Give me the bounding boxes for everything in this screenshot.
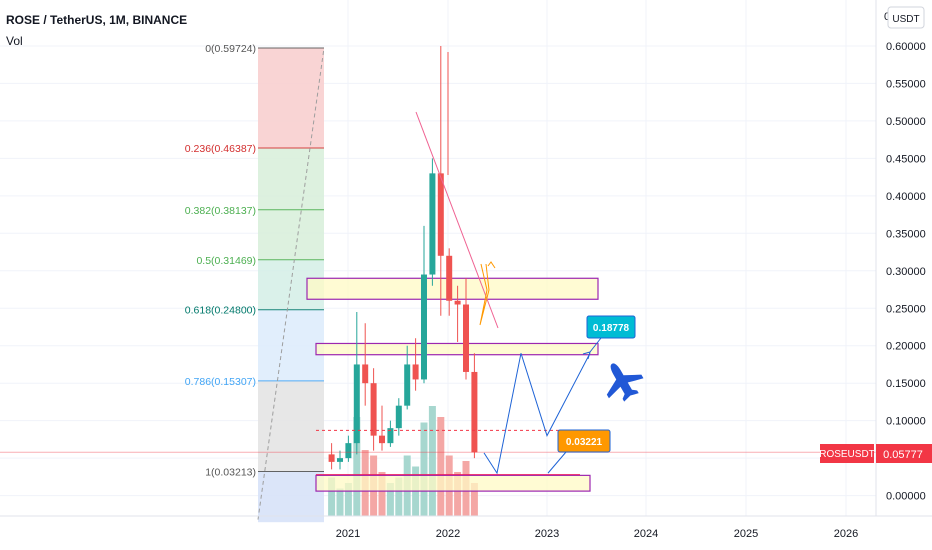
price-tick-label: 0.15000	[886, 378, 926, 390]
fib-level-label: 0.618(0.24800)	[185, 305, 256, 317]
candle-body	[437, 173, 444, 256]
candle-body	[429, 173, 436, 275]
candle-body	[412, 364, 419, 380]
candle-body	[387, 428, 394, 444]
candle-body	[345, 443, 352, 459]
candle-body	[328, 454, 335, 462]
fib-level-label: 1(0.03213)	[205, 467, 256, 479]
low-price-label: 0.03221	[566, 437, 603, 448]
price-tick-label: 0.60000	[886, 41, 926, 53]
symbol-price-badge[interactable]: ROSEUSDT 0.05777	[819, 444, 932, 463]
candlestick-series	[328, 45, 478, 470]
price-tick-label: 0.50000	[886, 116, 926, 128]
target-callout-pointer	[589, 337, 602, 353]
volume-bar	[378, 472, 386, 516]
volume-bars	[328, 406, 478, 516]
price-tick-label: 0.10000	[886, 416, 926, 428]
candle-body	[463, 304, 469, 372]
price-tick-label: 0.35000	[886, 228, 926, 240]
fib-band	[258, 380, 324, 472]
price-tick-label: 0.25000	[886, 303, 926, 315]
fib-level-label: 0.236(0.46387)	[185, 143, 256, 155]
candle-body	[421, 274, 427, 380]
time-tick-label: 2021	[336, 528, 360, 540]
projection-path	[483, 352, 591, 475]
volume-bar	[336, 488, 344, 516]
time-tick-label: 2023	[535, 528, 559, 540]
time-tick-label: 2025	[734, 528, 758, 540]
volume-bar	[437, 417, 445, 516]
time-scale[interactable]: 2021 2022 2023 2024 2025 2026	[0, 515, 932, 540]
symbol-badge-label: ROSEUSDT	[819, 449, 875, 460]
price-tick-label: 0.00000	[886, 491, 926, 503]
candle-body	[362, 364, 369, 384]
fibonacci-retracement[interactable]: 0(0.59724) 0.236(0.46387) 0.382(0.38137) 0.…	[185, 43, 325, 523]
support-resistance-zones[interactable]	[306, 277, 599, 492]
candle-body	[404, 364, 411, 406]
fib-band	[258, 471, 324, 523]
volume-bar	[428, 406, 436, 516]
price-scale[interactable]: 0.60000 0.55000 0.50000 0.45000 0.40000 0.350…	[819, 0, 932, 516]
volume-bar	[353, 417, 361, 516]
price-tick-label: 0.30000	[886, 266, 926, 278]
fib-level-label: 0(0.59724)	[205, 43, 256, 55]
currency-button[interactable]: USDT	[887, 6, 925, 29]
fib-level-label: 0.5(0.31469)	[196, 255, 256, 267]
candle-body	[446, 255, 453, 301]
candle-body	[353, 364, 360, 444]
candle-body	[454, 300, 461, 305]
price-tick-label: 0.45000	[886, 153, 926, 165]
volume-bar	[420, 422, 428, 516]
time-tick-labels: 2021 2022 2023 2024 2025 2026	[336, 528, 858, 540]
arrow-head	[487, 261, 496, 269]
candle-body	[471, 371, 478, 453]
volume-bar	[454, 472, 462, 516]
target-price-callout[interactable]: 0.18778	[586, 315, 636, 339]
time-tick-label: 2022	[436, 528, 460, 540]
fib-level-label: 0.382(0.38137)	[185, 205, 256, 217]
fib-band	[258, 309, 324, 381]
volume-bar	[386, 483, 394, 516]
volume-indicator-label[interactable]: Vol	[6, 34, 23, 48]
time-tick-label: 2026	[834, 528, 858, 540]
target-price-label: 0.18778	[593, 323, 630, 334]
candle-body	[370, 383, 377, 436]
price-zone	[315, 474, 591, 492]
time-tick-label: 2024	[634, 528, 658, 540]
fib-trend-line	[257, 47, 325, 520]
chart-title: ROSE / TetherUS, 1M, BINANCE	[6, 13, 187, 27]
price-tick-label: 0.40000	[886, 191, 926, 203]
low-callout-pointer	[547, 451, 567, 474]
candle-body	[379, 435, 385, 444]
drawing-annotations[interactable]	[0, 52, 876, 476]
candle-body	[395, 405, 402, 429]
low-price-callout[interactable]: 0.03221	[557, 429, 611, 453]
price-tick-label: 0.20000	[886, 341, 926, 353]
fib-level-label: 0.786(0.15307)	[185, 376, 256, 388]
price-scale-top-label: 0	[884, 11, 890, 23]
price-zone	[306, 277, 599, 300]
airplane-icon	[606, 363, 644, 402]
projection-arrow	[479, 263, 490, 326]
candle-body	[337, 458, 343, 462]
volume-bar	[395, 477, 403, 516]
symbol-badge-price: 0.05777	[883, 449, 923, 461]
volume-bar	[344, 483, 352, 516]
price-tick-label: 0.55000	[886, 78, 926, 90]
fib-band	[258, 209, 324, 260]
volume-bar	[328, 477, 336, 516]
fib-band	[258, 48, 324, 148]
volume-bar	[470, 483, 478, 516]
fib-band	[258, 147, 324, 210]
currency-button-label: USDT	[892, 14, 919, 25]
price-zone	[315, 342, 599, 356]
downtrend-line	[415, 111, 499, 329]
